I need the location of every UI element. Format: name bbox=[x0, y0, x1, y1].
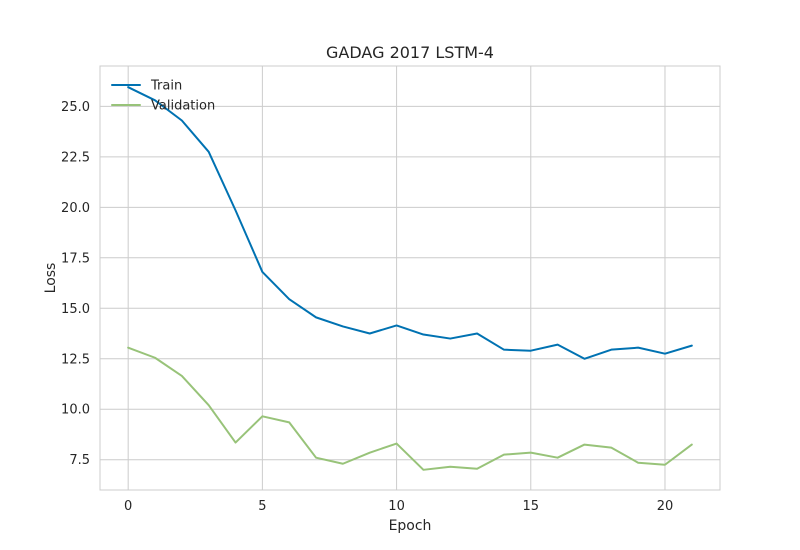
x-axis-label: Epoch bbox=[389, 518, 432, 534]
y-tick-label: 17.5 bbox=[61, 251, 90, 266]
series-line-validation bbox=[127, 346, 693, 471]
series-line-train bbox=[127, 86, 693, 360]
legend-label-validation: Validation bbox=[151, 99, 215, 114]
legend: Train Validation bbox=[111, 79, 215, 114]
x-tick-label: 10 bbox=[388, 499, 405, 514]
y-gridlines bbox=[100, 105, 720, 461]
y-axis-label: Loss bbox=[43, 263, 59, 294]
x-tick-label: 15 bbox=[523, 499, 540, 514]
y-tick-label: 15.0 bbox=[61, 302, 90, 317]
x-tick-label: 5 bbox=[258, 499, 266, 514]
y-tick-label: 25.0 bbox=[61, 100, 90, 115]
x-tick-labels: 0 5 10 15 20 bbox=[124, 499, 673, 514]
y-tick-label: 7.5 bbox=[69, 453, 90, 468]
series-lines bbox=[127, 86, 693, 471]
x-gridlines bbox=[127, 66, 666, 490]
y-tick-label: 22.5 bbox=[61, 150, 90, 165]
y-tick-labels: 7.5 10.0 12.5 15.0 17.5 20.0 22.5 25.0 bbox=[61, 100, 90, 468]
plot-area bbox=[99, 65, 721, 491]
x-tick-label: 0 bbox=[124, 499, 132, 514]
y-tick-label: 20.0 bbox=[61, 201, 90, 216]
chart-title: GADAG 2017 LSTM-4 bbox=[326, 43, 494, 62]
y-tick-label: 12.5 bbox=[61, 352, 90, 367]
legend-label-train: Train bbox=[150, 79, 182, 94]
y-tick-label: 10.0 bbox=[61, 403, 90, 418]
x-tick-label: 20 bbox=[657, 499, 674, 514]
